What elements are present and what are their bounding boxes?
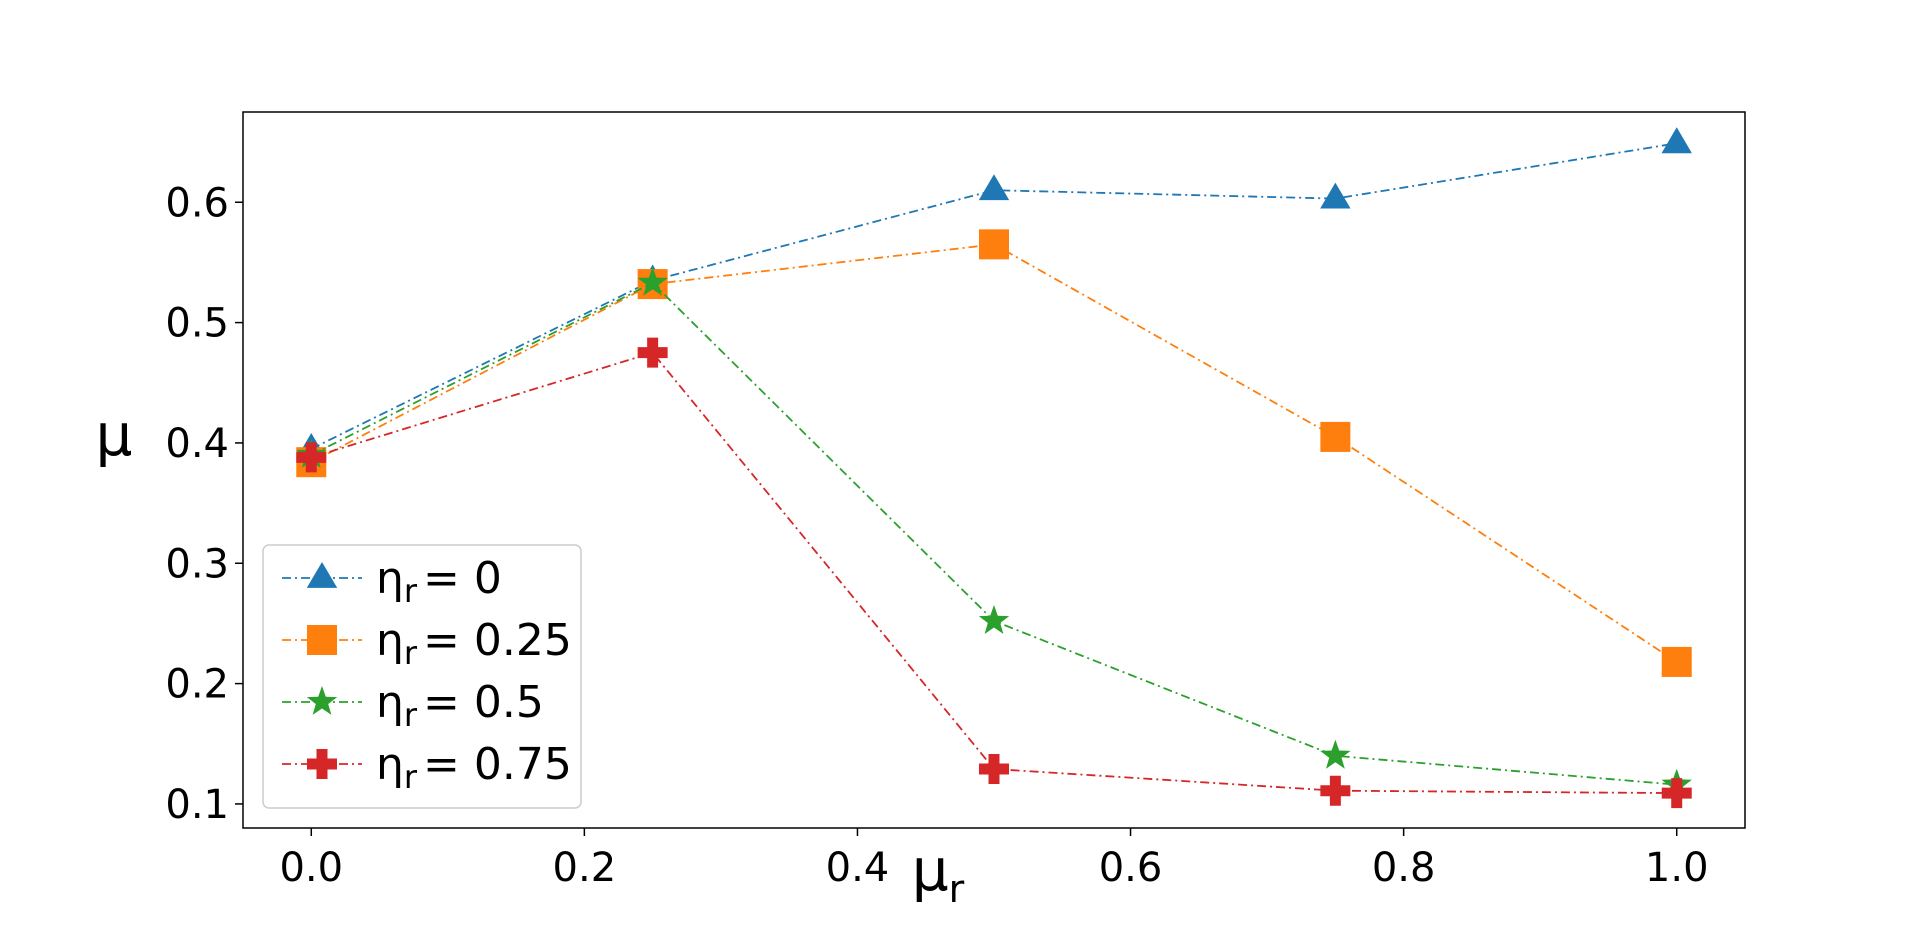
x-tick-label: 0.6 (1099, 845, 1163, 891)
legend-entry: ηr = 0.75 (282, 739, 572, 796)
legend-marker (307, 625, 337, 655)
data-point (1661, 778, 1692, 809)
data-point (978, 605, 1010, 634)
legend-label: ηr = 0.25 (376, 615, 572, 672)
x-tick-label: 0.0 (279, 845, 343, 891)
x-tick-label: 1.0 (1645, 845, 1709, 891)
y-axis: 0.1 0.2 0.3 0.4 0.5 0.6 (165, 180, 243, 828)
data-point (979, 754, 1009, 785)
legend-entry: ηr = 0.25 (282, 615, 572, 672)
series-plus (296, 337, 1692, 809)
x-tick-label: 0.4 (826, 845, 890, 891)
legend-marker (307, 749, 337, 779)
legend-entry: ηr = 0.5 (282, 677, 544, 734)
y-tick-label: 0.1 (165, 782, 229, 828)
y-axis-label: μ (96, 401, 133, 469)
legend-frame (262, 544, 582, 809)
legend-entry: ηr = 0 (282, 553, 502, 610)
y-tick-label: 0.5 (165, 301, 229, 347)
data-point (979, 229, 1009, 260)
x-tick-label: 0.2 (553, 845, 617, 891)
data-point (637, 337, 668, 368)
y-tick-label: 0.4 (165, 421, 229, 467)
legend-label: ηr = 0 (376, 553, 502, 610)
y-tick-label: 0.6 (165, 180, 229, 226)
data-point (1661, 646, 1692, 677)
data-point (296, 442, 327, 473)
data-point (1320, 775, 1351, 806)
data-point (1661, 127, 1692, 154)
data-point (978, 174, 1010, 201)
series-layer (296, 127, 1692, 809)
legend-label: ηr = 0.5 (376, 677, 544, 734)
legend-label: ηr = 0.75 (376, 739, 572, 796)
x-axis: 0.0 0.2 0.4 0.6 0.8 1.0 (279, 828, 1709, 891)
data-point (1320, 739, 1351, 769)
y-tick-label: 0.2 (165, 662, 229, 708)
data-point (637, 266, 668, 296)
data-point (1320, 421, 1351, 452)
series-line (310, 142, 1677, 450)
x-axis-label: μr (912, 836, 965, 911)
legend-marker (306, 686, 338, 715)
y-tick-label: 0.3 (165, 541, 229, 587)
data-point (1320, 182, 1351, 209)
legend-marker (306, 562, 338, 588)
x-tick-label: 0.8 (1372, 845, 1436, 891)
